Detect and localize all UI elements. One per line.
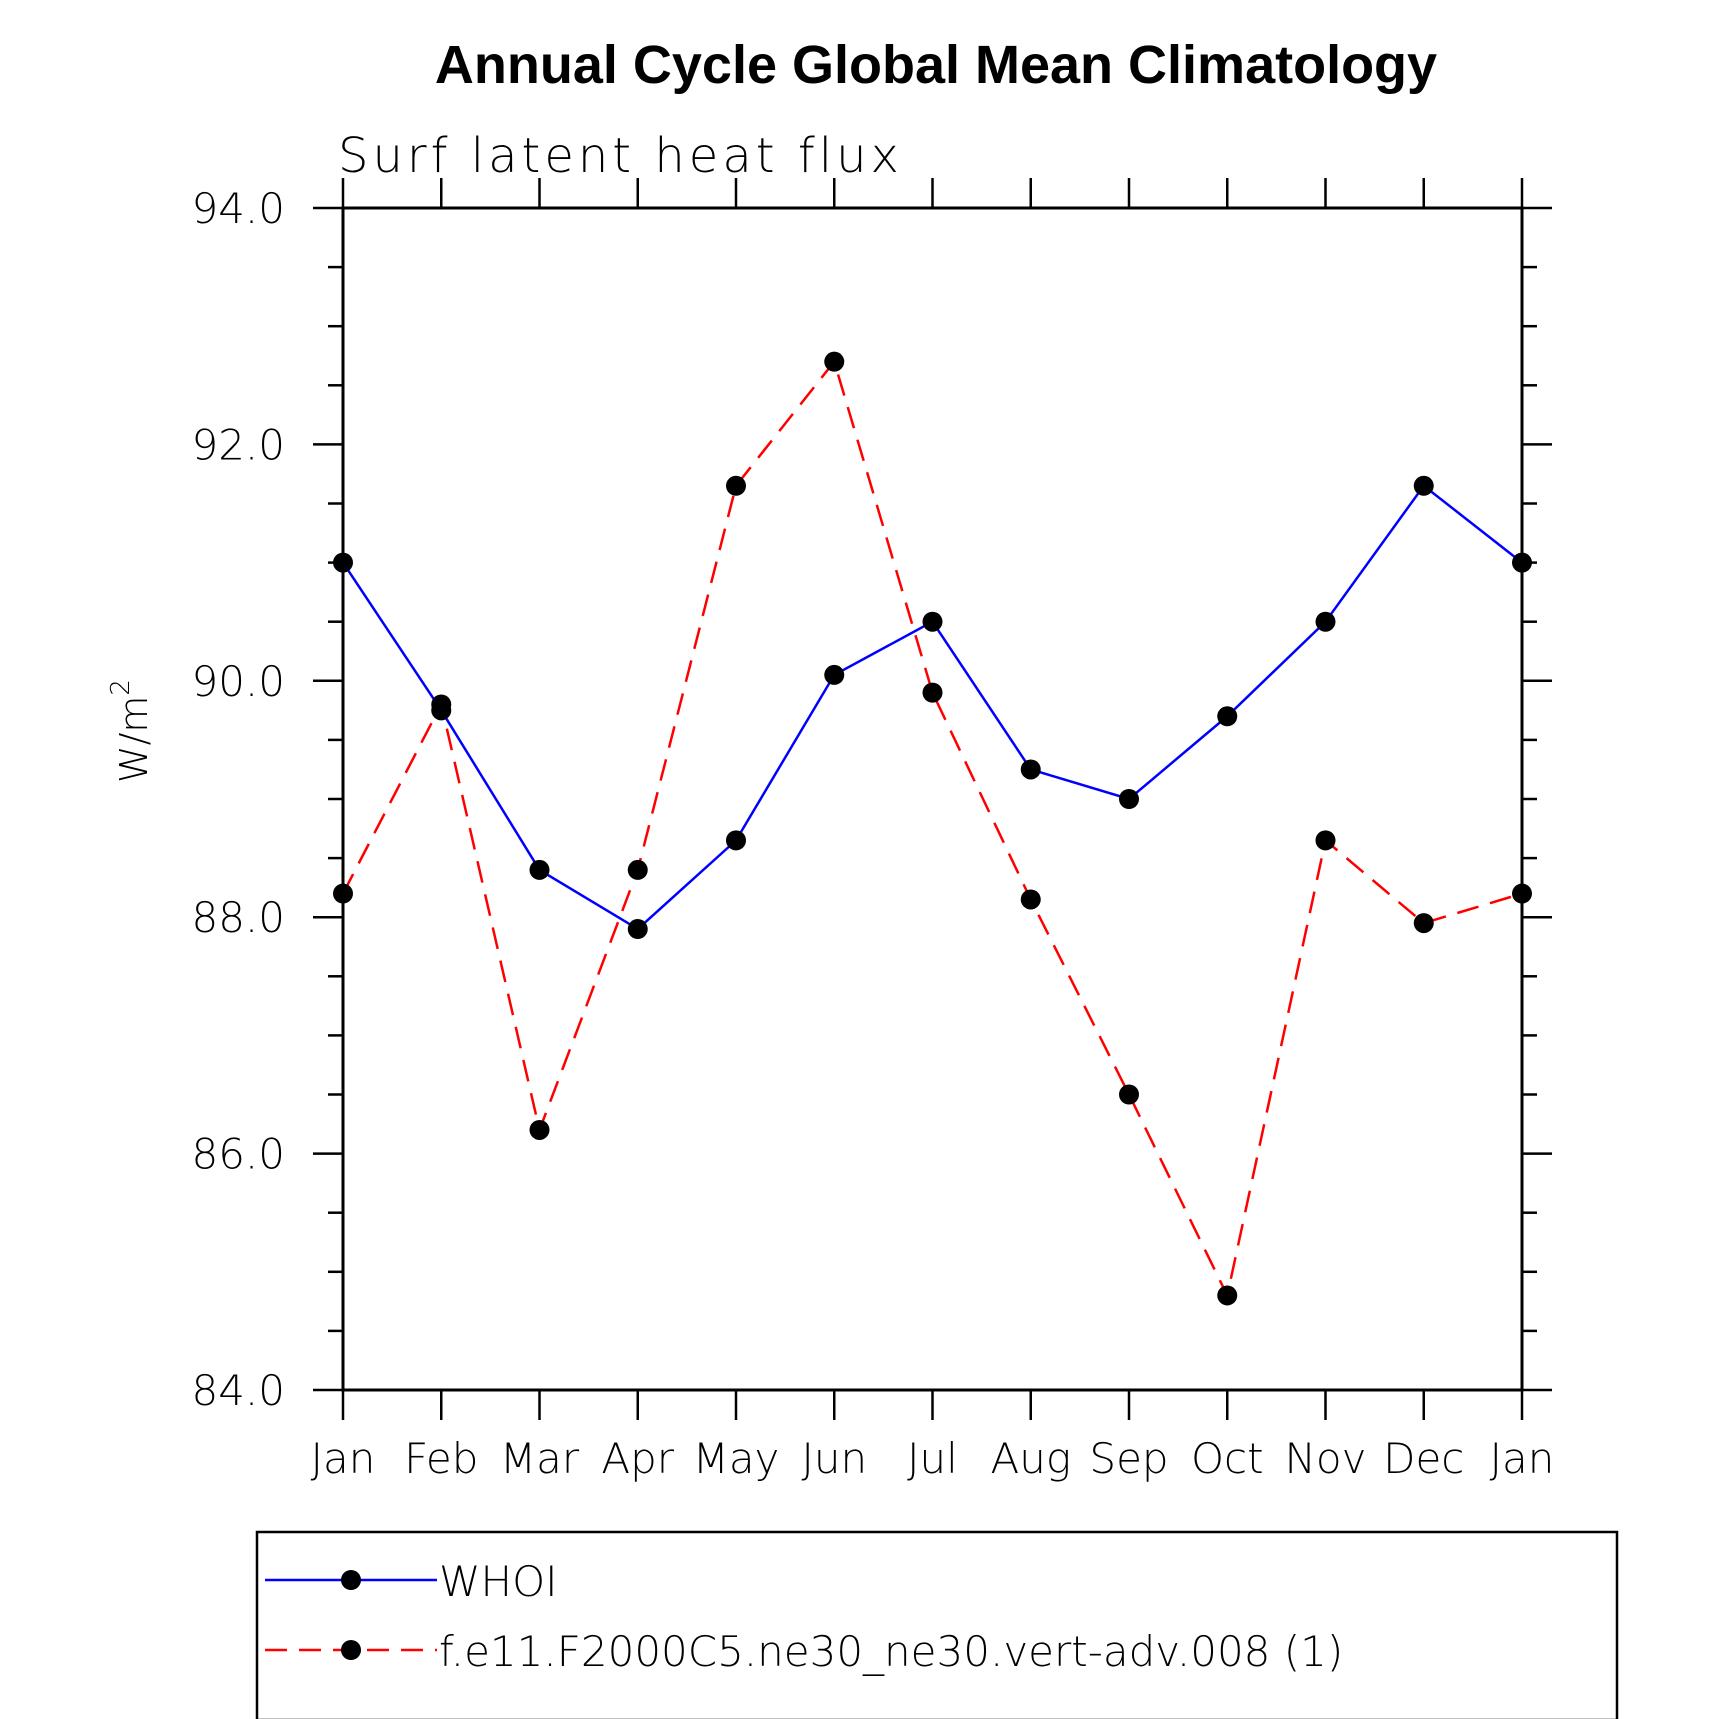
data-point-s0-3 [627,919,648,940]
legend-marker-1 [341,1640,361,1660]
x-tick-label: Jan [311,1434,376,1483]
x-tick-label: Oct [1191,1434,1264,1483]
data-point-s1-12 [1512,883,1532,904]
data-point-s0-7 [1020,759,1041,780]
data-point-s0-11 [1413,475,1434,496]
data-point-s0-1 [431,700,452,721]
data-point-s1-11 [1413,913,1434,934]
x-tick-label: Feb [404,1434,478,1483]
y-tick-label: 94.0 [191,184,285,233]
y-axis-label: W/m2 [106,679,156,783]
data-point-s1-8 [1119,1084,1139,1105]
legend: WHOI f.e11.F2000C5.ne30_ne30.vert-adv.008… [255,1530,1619,1719]
x-tick-label: Jan [1490,1434,1555,1483]
x-tick-label: Jun [801,1434,867,1483]
data-point-s1-7 [1020,889,1041,910]
data-point-s1-4 [726,475,746,496]
axes: 84.0 86.0 88.0 90.0 92.0 94.0 Jan Feb Mar Apr May J… [191,178,1554,1483]
chart-subtitle: Surf latent heat flux [338,128,903,184]
y-tick-label: 90.0 [191,657,285,706]
data-point-s1-2 [529,1119,550,1140]
legend-box [255,1530,1619,1719]
y-axis-label-text: W/m [112,696,156,783]
x-tick-label: Nov [1285,1434,1367,1483]
y-axis-label-superscript: 2 [106,679,136,696]
x-tick-label: Dec [1383,1434,1464,1483]
plot-frame [341,206,1524,1392]
legend-marker-0 [341,1570,361,1590]
data-point-s0-4 [726,830,746,851]
chart-title: Annual Cycle Global Mean Climatology [435,35,1437,95]
data-point-s1-3 [627,859,648,880]
data-point-s0-9 [1217,706,1238,727]
data-point-s1-6 [922,682,943,703]
legend-label-1: f.e11.F2000C5.ne30_ne30.vert-adv.008 (1) [439,1627,1343,1676]
data-point-s1-10 [1315,830,1336,851]
x-tick-label: Mar [500,1434,580,1483]
series-layer [333,351,1532,1306]
data-point-s1-9 [1217,1285,1238,1306]
data-point-s0-10 [1315,611,1336,632]
series-line-1 [341,358,1523,1300]
y-tick-label: 84.0 [191,1366,285,1415]
data-point-s0-6 [922,611,943,632]
data-point-s0-8 [1119,789,1139,809]
x-tick-label: May [693,1434,780,1483]
x-tick-label: Sep [1089,1434,1168,1483]
y-tick-label: 88.0 [191,893,285,942]
data-point-s1-0 [333,883,353,904]
series-line-0 [341,483,1523,931]
x-tick-label: Aug [990,1434,1071,1483]
data-point-s0-2 [529,859,550,880]
legend-label-0: WHOI [439,1557,558,1606]
data-point-s1-5 [824,351,845,372]
x-tick-label: Apr [601,1434,674,1483]
y-tick-label: 92.0 [191,420,285,469]
data-point-s0-12 [1512,552,1532,573]
data-point-s0-0 [333,552,353,573]
y-tick-label: 86.0 [191,1130,285,1179]
data-point-s0-5 [824,664,845,685]
x-tick-label: Jul [907,1434,958,1483]
